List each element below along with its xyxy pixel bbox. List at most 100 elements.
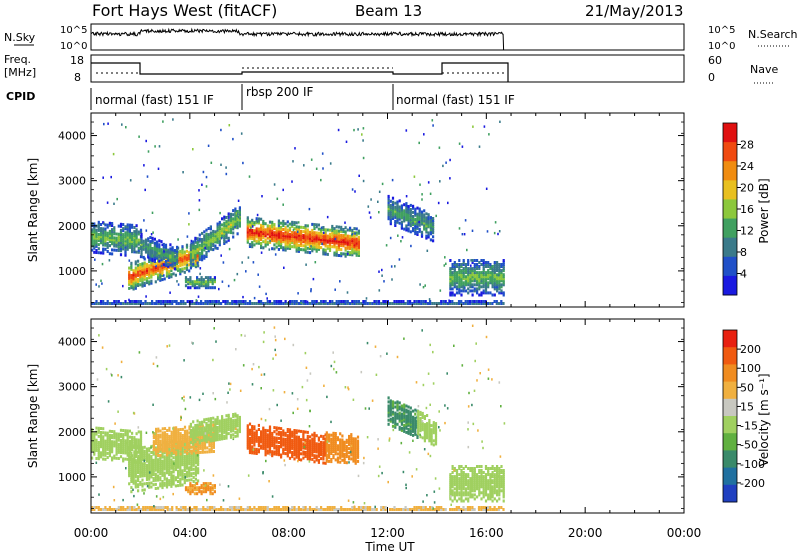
cell xyxy=(99,300,103,303)
cell xyxy=(253,221,256,225)
cell xyxy=(311,233,314,236)
cell xyxy=(142,245,145,249)
cell xyxy=(205,428,208,431)
cell xyxy=(117,450,120,454)
cell xyxy=(324,252,327,256)
cell xyxy=(419,419,422,422)
cell xyxy=(145,467,149,471)
cell xyxy=(429,226,432,230)
cell xyxy=(293,441,296,445)
cell xyxy=(168,479,171,483)
cell xyxy=(473,277,476,281)
cell xyxy=(396,422,399,426)
cell xyxy=(225,236,228,240)
cell xyxy=(183,252,186,256)
cell xyxy=(418,141,420,145)
cell xyxy=(128,302,131,305)
cell xyxy=(315,235,318,239)
cell xyxy=(394,415,397,419)
cell xyxy=(484,273,488,277)
cell xyxy=(148,469,151,473)
cell xyxy=(186,451,189,455)
cell xyxy=(280,433,283,437)
cell xyxy=(216,226,219,230)
cell xyxy=(350,435,353,439)
cell xyxy=(137,462,140,466)
cell xyxy=(126,437,129,441)
cell xyxy=(419,429,422,433)
cell xyxy=(177,438,180,442)
cell xyxy=(131,236,134,239)
cell xyxy=(453,483,456,487)
cell xyxy=(108,450,111,454)
cell xyxy=(163,449,167,453)
cell xyxy=(124,241,127,245)
cell xyxy=(320,231,323,235)
cell xyxy=(130,459,133,463)
cell xyxy=(99,427,103,430)
cell xyxy=(405,216,408,220)
cell xyxy=(115,450,118,454)
cell xyxy=(432,443,435,447)
cell xyxy=(171,300,174,303)
cell xyxy=(158,249,161,253)
cell xyxy=(253,235,256,239)
cell xyxy=(155,431,158,435)
cell xyxy=(134,455,137,459)
cell xyxy=(162,253,165,257)
cell xyxy=(286,452,289,456)
cell xyxy=(225,424,228,428)
cell xyxy=(208,300,210,304)
cell xyxy=(91,240,94,244)
cell xyxy=(409,222,412,226)
cell xyxy=(176,245,179,249)
nave-label: Nave xyxy=(750,63,778,76)
cell xyxy=(131,248,134,252)
cell xyxy=(172,272,175,276)
cell xyxy=(185,262,189,265)
cell xyxy=(177,461,180,465)
cell xyxy=(248,228,252,232)
cell xyxy=(183,258,186,262)
cell xyxy=(153,241,156,245)
cell xyxy=(207,429,210,433)
cell xyxy=(262,234,265,238)
cell xyxy=(185,466,189,470)
cell xyxy=(97,441,100,444)
cell xyxy=(203,434,206,438)
cell xyxy=(182,302,185,305)
cell xyxy=(497,274,500,277)
cell xyxy=(194,259,197,263)
cell xyxy=(449,293,452,297)
cell xyxy=(140,232,143,236)
cell xyxy=(424,300,427,303)
cell xyxy=(128,278,131,282)
cell xyxy=(291,241,294,245)
cell xyxy=(174,458,177,461)
cell xyxy=(449,291,452,295)
cell xyxy=(139,458,142,462)
cell xyxy=(470,264,472,267)
cell xyxy=(476,259,479,262)
cell xyxy=(130,465,133,469)
cell xyxy=(308,443,312,447)
cell xyxy=(228,302,232,305)
cell xyxy=(473,263,476,266)
cell xyxy=(414,230,417,234)
cell xyxy=(354,449,357,453)
cell xyxy=(232,219,235,223)
cell xyxy=(313,448,316,452)
cell xyxy=(335,249,338,253)
cell xyxy=(200,276,203,280)
cell xyxy=(145,475,149,479)
cell xyxy=(168,448,171,452)
cell xyxy=(155,440,158,443)
cell xyxy=(209,425,212,429)
cell xyxy=(200,300,203,303)
cell xyxy=(291,453,294,456)
cell xyxy=(297,439,300,443)
cell xyxy=(260,436,263,440)
cell xyxy=(201,426,204,430)
cell xyxy=(141,458,144,462)
cell xyxy=(188,454,191,458)
